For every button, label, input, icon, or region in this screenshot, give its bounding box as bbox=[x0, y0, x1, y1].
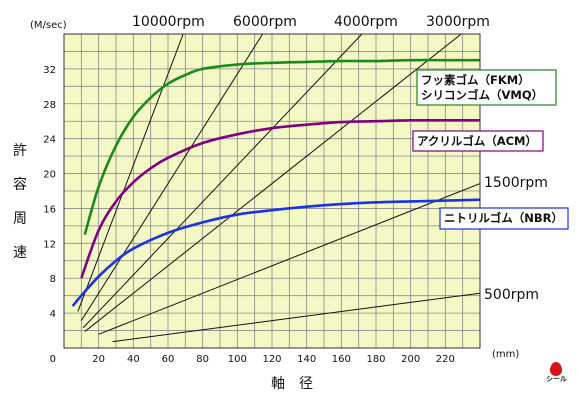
x-tick-label: 180 bbox=[366, 354, 385, 365]
x-tick-label: 40 bbox=[127, 354, 140, 365]
x-unit-label: (mm) bbox=[492, 349, 519, 360]
x-tick-label: 100 bbox=[228, 354, 247, 365]
x-tick-label: 60 bbox=[162, 354, 175, 365]
chart-labels: 10000rpm 6000rpm 4000rpm 3000rpm 1500rpm 500r… bbox=[132, 14, 569, 303]
y-tick-label: 32 bbox=[43, 65, 56, 76]
y-tick-label: 8 bbox=[50, 274, 56, 285]
series-curves bbox=[71, 58, 480, 307]
x-tick-label: 120 bbox=[262, 354, 281, 365]
origin-label: 0 bbox=[50, 354, 56, 365]
x-tick-label: 160 bbox=[332, 354, 351, 365]
y-tick-label: 12 bbox=[43, 239, 56, 250]
series-curve bbox=[83, 58, 480, 235]
series-label: アクリルゴム（ACM） bbox=[417, 134, 537, 148]
x-tick-label: 220 bbox=[436, 354, 455, 365]
rpm-lines bbox=[77, 34, 480, 343]
brand-logo: シール bbox=[546, 362, 568, 390]
x-axis-label: 軸 径 bbox=[271, 376, 313, 392]
rpm-label: 4000rpm bbox=[334, 14, 398, 30]
y-axis-label-char: 許 bbox=[13, 143, 27, 159]
series-curve bbox=[80, 118, 480, 279]
x-tick-label: 200 bbox=[401, 354, 420, 365]
rpm-label: 6000rpm bbox=[233, 14, 297, 30]
y-tick-label: 4 bbox=[50, 309, 56, 320]
series-label: フッ素ゴム（FKM） bbox=[421, 73, 530, 87]
rpm-label: 3000rpm bbox=[426, 14, 490, 30]
rpm-line bbox=[77, 34, 184, 312]
y-tick-label: 24 bbox=[43, 135, 56, 146]
logo-text: シール bbox=[546, 375, 567, 383]
x-tick-label: 20 bbox=[92, 354, 105, 365]
x-tick-label: 140 bbox=[297, 354, 316, 365]
series-label: シリコンゴム（VMQ） bbox=[421, 88, 543, 102]
series-label: ニトリルゴム（NBR） bbox=[444, 211, 563, 225]
series-curve bbox=[71, 198, 480, 307]
rpm-label: 500rpm bbox=[484, 287, 539, 303]
rpm-line bbox=[80, 34, 264, 321]
y-axis-label-char: 速 bbox=[13, 245, 27, 261]
y-axis-label-char: 容 bbox=[13, 176, 27, 193]
rpm-line bbox=[82, 34, 363, 329]
series-label-box bbox=[416, 69, 557, 106]
y-axis-label-char: 周 bbox=[13, 211, 27, 227]
rpm-line bbox=[84, 34, 462, 332]
series-label-box bbox=[412, 130, 544, 152]
y-unit-label: (M/sec) bbox=[30, 20, 67, 31]
rpm-line bbox=[98, 183, 480, 335]
y-tick-label: 28 bbox=[43, 100, 56, 111]
plot-border bbox=[63, 33, 481, 349]
rpm-label: 1500rpm bbox=[484, 175, 548, 191]
x-tick-label: 80 bbox=[196, 354, 209, 365]
rpm-label: 10000rpm bbox=[132, 14, 205, 30]
series-label-box bbox=[439, 207, 569, 230]
axes: 4 8 12 16 20 24 28 32 0 20 40 60 80 100 120 140 160 180 20… bbox=[13, 20, 519, 392]
logo-drop-icon bbox=[550, 362, 562, 376]
y-tick-label: 20 bbox=[43, 170, 56, 181]
y-tick-label: 16 bbox=[43, 204, 56, 215]
rpm-line bbox=[112, 292, 480, 343]
